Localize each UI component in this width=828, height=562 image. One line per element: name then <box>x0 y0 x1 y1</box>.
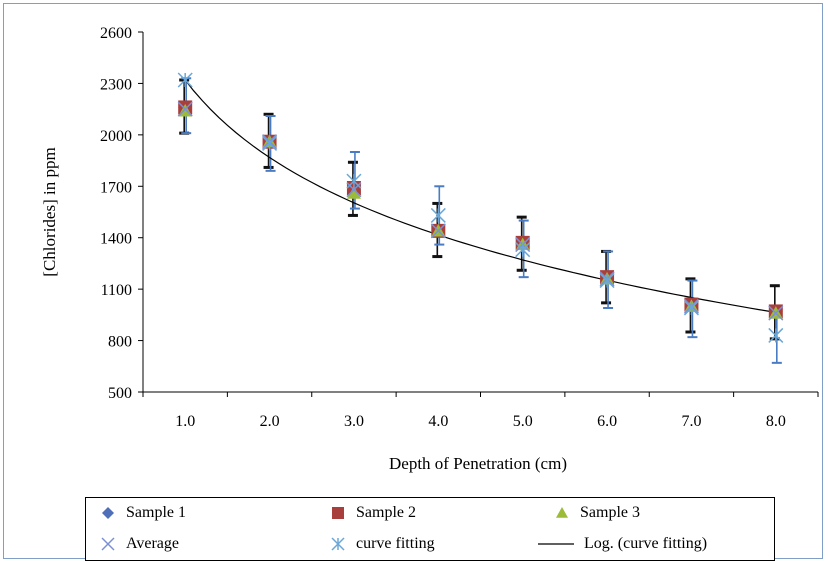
legend-item: Sample 3 <box>552 504 640 522</box>
tick-labels: 500 800 1100 1400 1700 2000 2300 2600 1.0 2.0 3.0 4… <box>100 25 786 430</box>
legend-label: Sample 1 <box>126 504 186 521</box>
average-point <box>768 305 784 321</box>
y-tick-label: 800 <box>108 334 132 351</box>
y-tick-label: 1700 <box>100 179 132 196</box>
legend-swatch <box>332 507 344 519</box>
x-tick-label: 8.0 <box>766 413 786 430</box>
curve-fitting-point <box>177 72 193 88</box>
x-tick-label: 3.0 <box>344 413 364 430</box>
y-tick-label: 2600 <box>100 25 132 42</box>
x-tick-label: 5.0 <box>513 413 533 430</box>
legend-swatch <box>538 543 574 545</box>
y-tick-label: 1400 <box>100 231 132 248</box>
legend-marker <box>556 507 568 518</box>
curve-fitting-point <box>599 273 615 289</box>
legend-item: Sample 2 <box>328 504 416 522</box>
y-tick-label: 2000 <box>100 128 132 145</box>
sample-3-point <box>346 186 361 199</box>
log-fit-line <box>184 79 776 313</box>
legend-swatch <box>101 537 115 551</box>
legend-swatch <box>556 507 568 518</box>
x-axis-label: Depth of Penetration (cm) <box>389 454 567 473</box>
legend-label: Log. (curve fitting) <box>584 535 708 552</box>
legend-marker <box>101 537 115 551</box>
legend-swatch <box>102 507 114 519</box>
legend-item: Log. (curve fitting) <box>536 535 707 553</box>
y-tick-label: 500 <box>108 385 132 402</box>
log-fit-curve <box>184 79 776 313</box>
y-axis-label: [Chlorides] in ppm <box>40 147 59 276</box>
legend-marker <box>102 507 114 519</box>
average-point <box>430 223 446 239</box>
x-tick-label: 1.0 <box>175 413 195 430</box>
axes <box>138 31 819 397</box>
legend-marker <box>331 537 345 551</box>
curve-fitting-point <box>683 300 699 316</box>
legend-label: Sample 2 <box>356 504 416 521</box>
chart-frame <box>3 3 823 559</box>
y-tick-label: 2300 <box>100 76 132 93</box>
x-tick-label: 6.0 <box>597 413 617 430</box>
chart-plot: 500 800 1100 1400 1700 2000 2300 2600 1.0 2.0 3.0 4… <box>40 25 819 473</box>
legend-item: Sample 1 <box>98 504 186 522</box>
legend-label: curve fitting <box>356 535 435 552</box>
legend-label: Sample 3 <box>580 504 640 521</box>
error-bars <box>179 77 782 364</box>
legend-marker <box>332 507 344 519</box>
legend: Sample 1 Sample 2 Sample 3 Average curve fit… <box>85 497 775 561</box>
curve-fitting-point <box>768 327 784 343</box>
legend-item: curve fitting <box>328 535 435 553</box>
legend-item: Average <box>98 535 179 553</box>
curve-fitting-point <box>430 207 446 223</box>
y-tick-label: 1100 <box>101 282 132 299</box>
x-tick-label: 2.0 <box>260 413 280 430</box>
x-tick-label: 4.0 <box>428 413 448 430</box>
x-tick-label: 7.0 <box>681 413 701 430</box>
average-point <box>177 101 193 117</box>
data-markers <box>177 72 784 343</box>
legend-label: Average <box>126 535 179 552</box>
legend-swatch <box>331 537 345 551</box>
curve-fitting-point <box>515 242 531 258</box>
curve-fitting-point <box>346 173 362 189</box>
curve-fitting-point <box>262 135 278 151</box>
